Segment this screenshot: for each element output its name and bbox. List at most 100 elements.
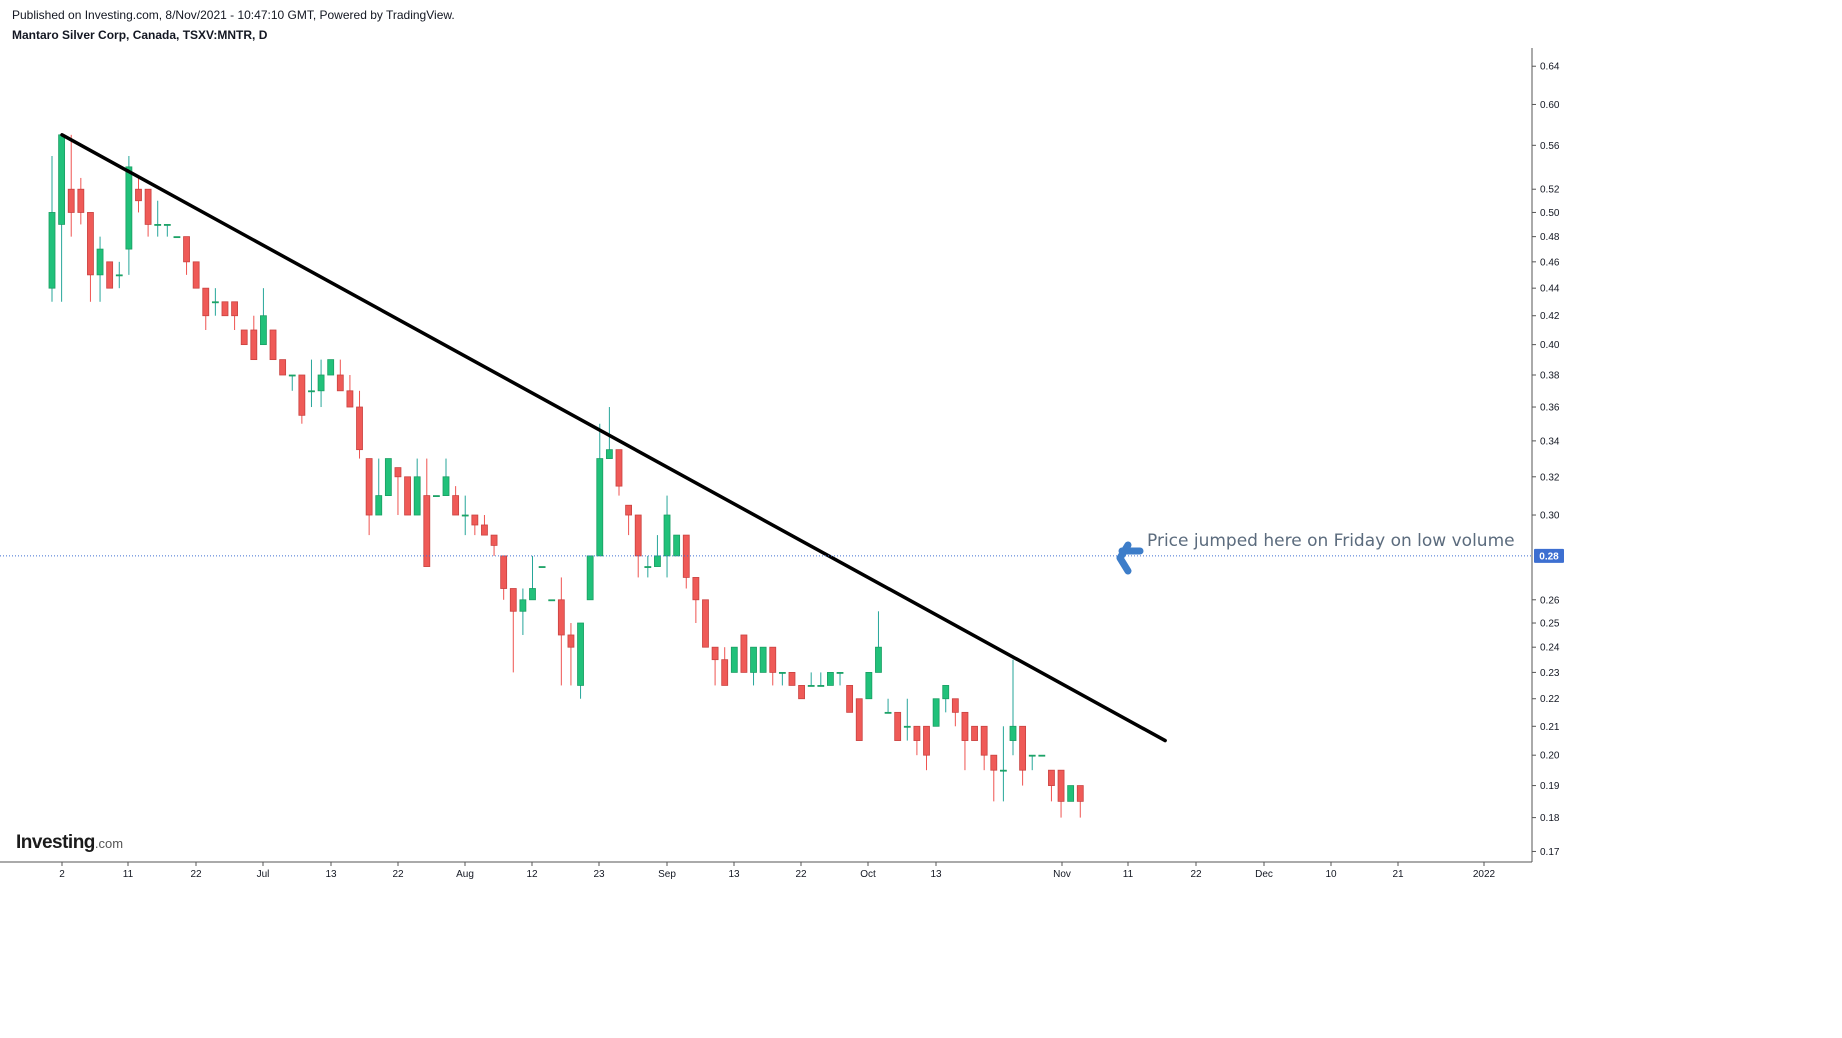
candle[interactable]	[211, 288, 219, 316]
candle[interactable]	[548, 599, 556, 602]
candle[interactable]	[942, 685, 950, 713]
candle[interactable]	[404, 476, 411, 516]
candle[interactable]	[308, 359, 315, 408]
candle[interactable]	[1028, 754, 1036, 771]
candle[interactable]	[865, 672, 873, 700]
candle[interactable]	[990, 754, 998, 802]
candle[interactable]	[1057, 769, 1065, 818]
candle[interactable]	[288, 374, 296, 391]
y-axis[interactable]: 0.64 0.60 0.56 0.52 0.50 0.48 0.46 0.44 0.42 0.40…	[1531, 48, 1560, 862]
candle[interactable]	[356, 390, 363, 459]
candle[interactable]	[577, 622, 584, 699]
candle[interactable]	[260, 288, 267, 346]
candle[interactable]	[529, 555, 536, 601]
candle[interactable]	[269, 329, 277, 361]
candle[interactable]	[423, 458, 431, 567]
candle[interactable]	[1009, 659, 1017, 756]
candle[interactable]	[336, 359, 344, 392]
candle[interactable]	[778, 672, 786, 686]
candle[interactable]	[923, 725, 930, 771]
candle[interactable]	[567, 623, 575, 686]
candle[interactable]	[1048, 769, 1055, 802]
candle[interactable]	[135, 177, 142, 213]
candle[interactable]	[298, 374, 306, 424]
candle[interactable]	[519, 588, 527, 635]
candle[interactable]	[711, 646, 719, 686]
candle[interactable]	[461, 495, 469, 536]
candle[interactable]	[663, 495, 671, 578]
candle[interactable]	[894, 711, 902, 741]
candle[interactable]	[605, 407, 613, 459]
candle[interactable]	[452, 486, 460, 516]
candle[interactable]	[125, 155, 133, 275]
candle[interactable]	[692, 577, 700, 624]
candle[interactable]	[1038, 754, 1046, 757]
candle[interactable]	[759, 646, 767, 673]
candle[interactable]	[740, 634, 748, 673]
candle[interactable]	[875, 611, 882, 673]
candle[interactable]	[596, 423, 604, 557]
candle[interactable]	[442, 458, 450, 497]
candle[interactable]	[682, 534, 690, 589]
candle[interactable]	[202, 287, 210, 330]
trendline-layer[interactable]	[60, 133, 1167, 743]
candle[interactable]	[509, 588, 517, 673]
candle[interactable]	[538, 566, 546, 568]
candle[interactable]	[432, 495, 440, 498]
investing-logo[interactable]: Investing.com	[16, 832, 123, 854]
candle[interactable]	[999, 726, 1007, 802]
candle[interactable]	[106, 261, 114, 289]
candle[interactable]	[625, 504, 632, 536]
candle[interactable]	[327, 359, 335, 376]
candle[interactable]	[951, 698, 959, 727]
candle[interactable]	[855, 698, 863, 741]
candle[interactable]	[346, 375, 354, 408]
candle[interactable]	[394, 467, 402, 516]
candle[interactable]	[115, 261, 123, 289]
candle[interactable]	[1076, 785, 1084, 818]
candle[interactable]	[702, 599, 709, 648]
candle[interactable]	[557, 577, 565, 686]
candle[interactable]	[884, 698, 892, 714]
candle[interactable]	[586, 555, 594, 601]
candle[interactable]	[384, 458, 392, 497]
candle[interactable]	[471, 514, 479, 536]
candle[interactable]	[96, 236, 104, 302]
candle[interactable]	[48, 155, 56, 302]
candle[interactable]	[817, 672, 825, 687]
candle[interactable]	[250, 315, 258, 361]
candle[interactable]	[144, 188, 152, 237]
candle[interactable]	[481, 515, 488, 536]
candle[interactable]	[836, 672, 844, 686]
candle[interactable]	[769, 646, 777, 686]
candle[interactable]	[846, 685, 854, 713]
candle[interactable]	[192, 261, 200, 289]
candle[interactable]	[279, 359, 287, 376]
candle[interactable]	[807, 672, 815, 687]
candle[interactable]	[644, 555, 652, 578]
candle[interactable]	[730, 646, 738, 673]
candle[interactable]	[673, 534, 681, 557]
candle[interactable]	[788, 672, 796, 686]
candle[interactable]	[961, 711, 969, 771]
candle[interactable]	[240, 329, 248, 346]
candle[interactable]	[500, 555, 508, 600]
candle[interactable]	[154, 200, 162, 237]
candle[interactable]	[634, 514, 642, 578]
trendline[interactable]	[60, 133, 1167, 743]
candle[interactable]	[903, 698, 911, 741]
candle[interactable]	[827, 672, 834, 686]
candle[interactable]	[980, 725, 988, 771]
candle[interactable]	[490, 534, 498, 556]
candle[interactable]	[163, 224, 171, 237]
candle[interactable]	[365, 458, 373, 536]
candle[interactable]	[375, 458, 383, 516]
candle[interactable]	[615, 449, 623, 496]
x-axis[interactable]: 2 11 22 Jul 13 22 Aug 12 23 Sep 13 22 Oct 13 Nov 11 22 De…	[0, 861, 1532, 880]
candle[interactable]	[67, 134, 75, 237]
candle[interactable]	[971, 725, 978, 741]
candle[interactable]	[721, 647, 729, 686]
candle[interactable]	[913, 725, 921, 756]
candle[interactable]	[317, 359, 325, 408]
